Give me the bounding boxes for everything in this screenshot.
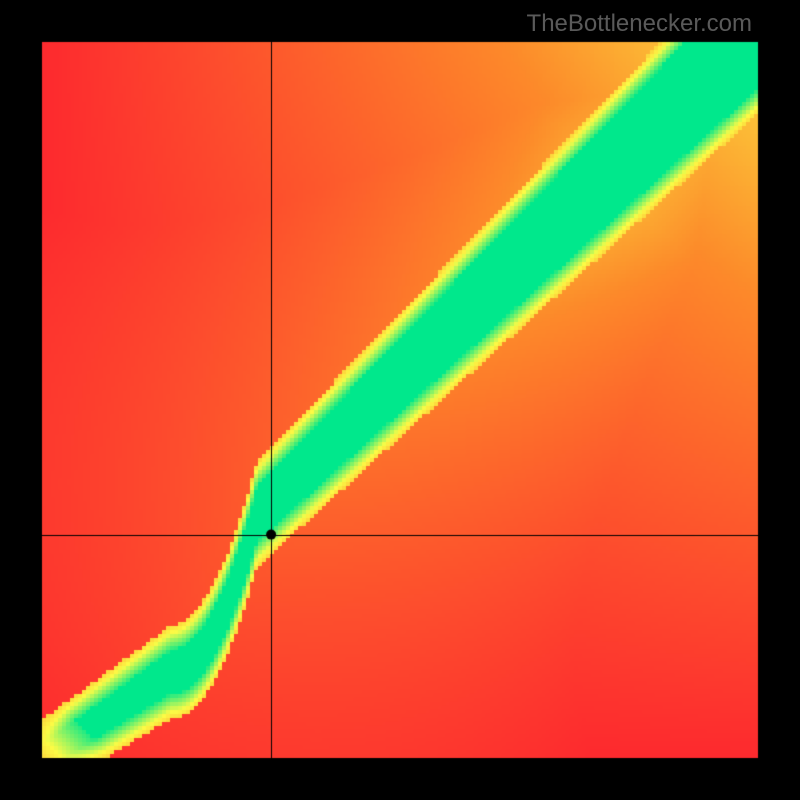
bottleneck-heatmap xyxy=(0,0,800,800)
chart-stage: TheBottlenecker.com xyxy=(0,0,800,800)
